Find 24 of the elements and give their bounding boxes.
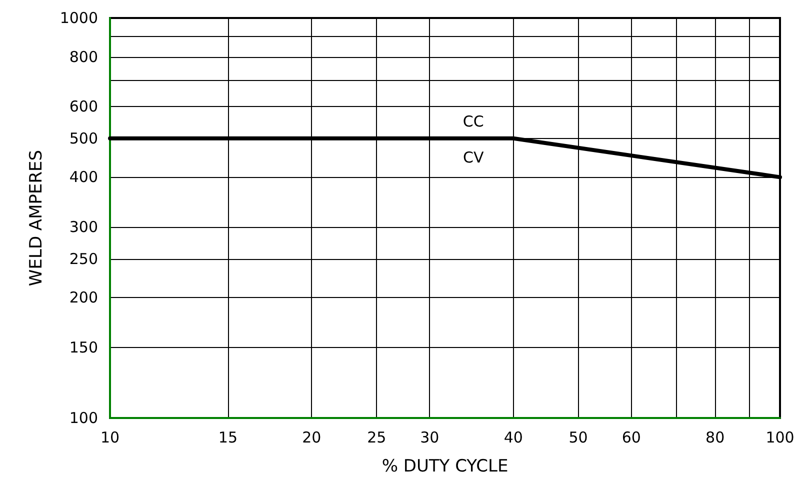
x-tick-label: 80: [706, 428, 725, 446]
y-axis-title: WELD AMPERES: [26, 150, 46, 286]
y-tick-label: 1000: [60, 9, 98, 27]
y-tick-label: 600: [69, 98, 98, 116]
y-tick-label: 300: [69, 218, 98, 236]
annotation: CC: [462, 112, 484, 130]
y-tick-label: 250: [69, 250, 98, 268]
y-tick-label: 400: [69, 168, 98, 186]
annotation: CV: [463, 148, 484, 166]
x-tick-label: 60: [622, 428, 641, 446]
y-tick-label: 800: [69, 48, 98, 66]
x-tick-label: 15: [218, 428, 238, 446]
x-tick-label: 20: [302, 428, 322, 446]
x-tick-label: 100: [766, 428, 794, 446]
y-tick-label: 500: [69, 129, 98, 148]
x-axis-title: % DUTY CYCLE: [382, 456, 508, 476]
x-tick-label: 40: [504, 428, 523, 446]
x-tick-label: 10: [100, 428, 120, 446]
x-tick-label: 25: [367, 428, 386, 446]
x-tick-label: 50: [568, 428, 588, 446]
y-tick-label: 200: [69, 288, 98, 307]
y-tick-label: 150: [69, 338, 98, 357]
y-tick-label: 100: [69, 409, 98, 427]
x-tick-label: 30: [420, 428, 440, 446]
